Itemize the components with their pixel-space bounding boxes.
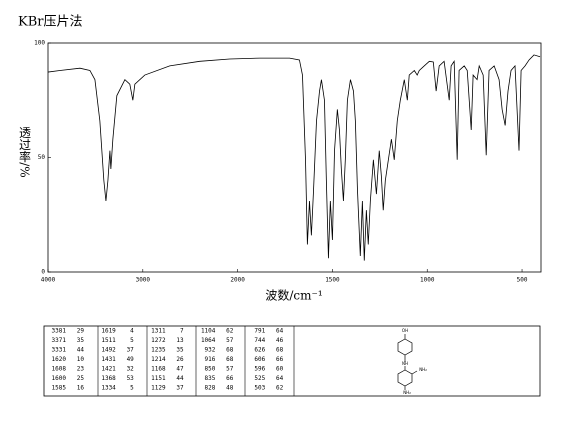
table-cell: 5 [130, 337, 134, 344]
table-cell: 53 [127, 375, 135, 382]
table-cell: 1151 [151, 375, 166, 382]
table-cell: 62 [226, 328, 234, 335]
table-cell: 850 [205, 366, 216, 373]
table-cell: 1608 [52, 366, 67, 373]
table-cell: 1620 [52, 356, 67, 363]
table-cell: 1272 [151, 337, 166, 344]
table-cell: 68 [276, 347, 284, 354]
table-cell: 1334 [101, 385, 116, 392]
table-cell: 932 [205, 347, 216, 354]
table-cell: 1129 [151, 385, 166, 392]
table-cell: 64 [276, 328, 284, 335]
table-cell: 57 [226, 366, 234, 373]
table-cell: 1421 [101, 366, 116, 373]
table-cell: 744 [254, 337, 265, 344]
table-cell: 13 [176, 337, 184, 344]
table-cell: 3381 [52, 328, 67, 335]
structure-label: NH₂ [419, 367, 427, 372]
structure-label: NH [402, 361, 408, 366]
table-cell: 16 [77, 385, 85, 392]
table-cell: 10 [77, 356, 85, 363]
table-cell: 828 [205, 385, 216, 392]
table-cell: 35 [77, 337, 85, 344]
table-cell: 68 [226, 347, 234, 354]
table-cell: 1311 [151, 328, 166, 335]
plot-frame [47, 42, 542, 273]
y-tick-label: 100 [34, 40, 45, 47]
table-cell: 35 [176, 347, 184, 354]
table-cell: 1431 [101, 356, 116, 363]
table-cell: 37 [127, 347, 135, 354]
table-cell: 44 [77, 347, 85, 354]
table-cell: 1235 [151, 347, 166, 354]
table-cell: 1168 [151, 366, 166, 373]
table-cell: 916 [205, 356, 216, 363]
x-tick-label: 500 [517, 277, 528, 284]
table-cell: 49 [127, 356, 135, 363]
table-cell: 3331 [52, 347, 67, 354]
table-cell: 44 [176, 375, 184, 382]
table-cell: 791 [254, 328, 265, 335]
table-cell: 1214 [151, 356, 166, 363]
table-cell: 25 [77, 375, 85, 382]
table-cell: 3371 [52, 337, 67, 344]
table-cell: 29 [77, 328, 85, 335]
table-cell: 66 [226, 375, 234, 382]
table-cell: 47 [176, 366, 184, 373]
table-cell: 835 [205, 375, 216, 382]
spectrum-line [47, 54, 541, 261]
y-tick-label: 50 [38, 154, 46, 161]
structure [397, 334, 418, 390]
table-cell: 503 [254, 385, 265, 392]
table-cell: 1619 [101, 328, 116, 335]
table-cell: 1064 [201, 337, 216, 344]
table-dividers [97, 326, 295, 396]
table-cell: 5 [130, 385, 134, 392]
x-tick-label: 4000 [41, 277, 56, 284]
x-tick-label: 3000 [136, 277, 151, 284]
table-cell: 60 [276, 366, 284, 373]
table-cell: 46 [276, 337, 284, 344]
table-cell: 4 [130, 328, 134, 335]
chart-title: KBr压片法 [18, 15, 82, 30]
table-cell: 48 [226, 385, 234, 392]
x-axis-label: 波数/cm⁻¹ [265, 288, 322, 303]
table-cell: 596 [254, 366, 265, 373]
structure-label: NH₂ [403, 390, 411, 395]
table-cell: 525 [254, 375, 265, 382]
table-cell: 68 [226, 356, 234, 363]
table-cell: 1492 [101, 347, 116, 354]
x-tick-label: 1000 [420, 277, 435, 284]
table-cell: 7 [180, 328, 184, 335]
table-cell: 1511 [101, 337, 116, 344]
table-cell: 57 [226, 337, 234, 344]
table-frame [43, 325, 541, 397]
table-cell: 32 [127, 366, 135, 373]
x-tick-label: 2000 [230, 277, 245, 284]
table-cell: 1368 [101, 375, 116, 382]
table-cell: 1585 [52, 385, 67, 392]
table-cell: 606 [254, 356, 265, 363]
x-tick-label: 1500 [325, 277, 340, 284]
table-cell: 62 [276, 385, 284, 392]
y-tick-label: 0 [41, 269, 45, 276]
table-cell: 64 [276, 375, 284, 382]
table-cell: 626 [254, 347, 265, 354]
table-cell: 37 [176, 385, 184, 392]
table-cell: 26 [176, 356, 184, 363]
structure-label: OH [402, 328, 408, 333]
y-axis-label: 透过率/% [18, 126, 32, 178]
table-cell: 1600 [52, 375, 67, 382]
table-cell: 23 [77, 366, 85, 373]
table-cell: 66 [276, 356, 284, 363]
table-cell: 1104 [201, 328, 216, 335]
